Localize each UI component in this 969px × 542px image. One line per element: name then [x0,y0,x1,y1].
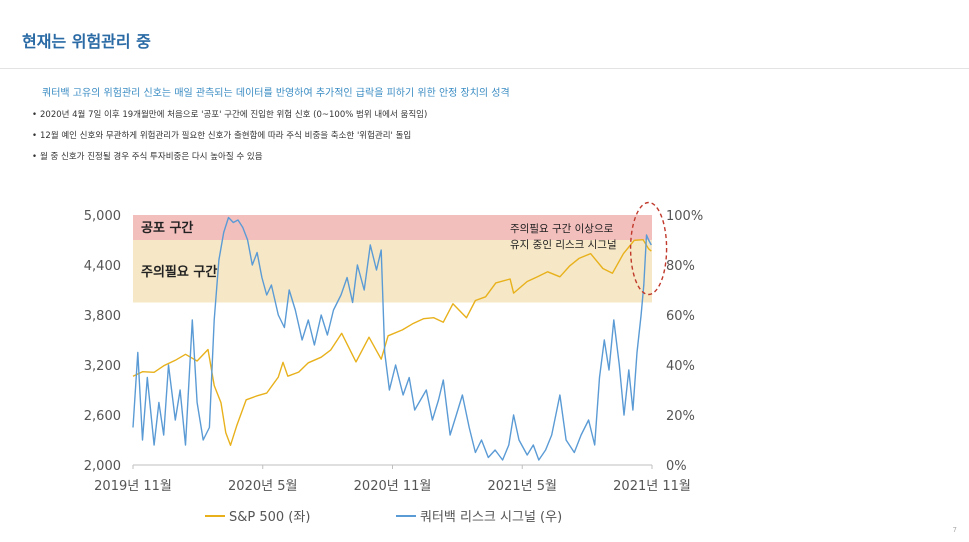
y-left-tick-label: 5,000 [84,209,121,224]
bullet-item: • 12월 예인 신호와 무관하게 위험관리가 필요한 신호가 출현함에 따라 주… [32,129,427,150]
y-right-tick-label: 80% [666,259,695,274]
legend-label-risk-signal: 쿼터백 리스크 시그널 (우) [420,510,562,525]
page-number: 7 [952,526,957,534]
bullet-text: 2020년 4월 7일 이후 19개월만에 처음으로 '공포' 구간에 진입한 … [40,110,428,120]
page-subtitle: 쿼터백 고유의 위험관리 신호는 매일 관측되는 데이터를 반영하여 추가적인 … [42,88,510,99]
highlight-ellipse [629,201,668,296]
bullet-text: 월 중 신호가 진정될 경우 주식 투자비중은 다시 높아질 수 있음 [40,152,263,162]
y-right-tick-label: 40% [666,359,695,374]
annotation-line-1: 주의필요 구간 이상으로 [510,223,614,235]
bullet-item: • 2020년 4월 7일 이후 19개월만에 처음으로 '공포' 구간에 진입한… [32,108,427,129]
fear-zone-band [133,215,652,240]
legend-label-sp500: S&P 500 (좌) [229,510,310,525]
x-tick-label: 2021년 11월 [613,479,691,494]
bullet-dot: • [32,152,38,162]
bullet-text: 12월 예인 신호와 무관하게 위험관리가 필요한 신호가 출현함에 따라 주식… [40,131,412,141]
bullet-item: • 월 중 신호가 진정될 경우 주식 투자비중은 다시 높아질 수 있음 [32,150,427,171]
caution-zone-label: 주의필요 구간 [141,264,217,280]
x-tick-label: 2021년 5월 [488,479,557,494]
y-right-tick-label: 20% [666,409,695,424]
y-left-tick-label: 2,600 [84,409,121,424]
annotation-line-2: 유지 중인 리스크 시그널 [510,239,617,251]
x-tick-label: 2019년 11월 [94,479,172,494]
page-title: 현재는 위험관리 중 [22,32,151,51]
x-tick-label: 2020년 11월 [354,479,432,494]
y-left-tick-label: 2,000 [84,459,121,474]
bullet-dot: • [32,131,38,141]
y-left-tick-label: 3,200 [84,359,121,374]
title-divider [0,68,969,69]
x-tick-label: 2020년 5월 [228,479,297,494]
y-left-tick-label: 4,400 [84,259,121,274]
risk-signal-line [132,216,652,461]
bullet-list: • 2020년 4월 7일 이후 19개월만에 처음으로 '공포' 구간에 진입한… [32,108,427,171]
bullet-dot: • [32,110,38,120]
y-right-tick-label: 60% [666,309,695,324]
y-left-tick-label: 3,800 [84,309,121,324]
y-right-tick-label: 0% [666,459,687,474]
fear-zone-label: 공포 구간 [141,220,193,236]
y-right-tick-label: 100% [666,209,703,224]
